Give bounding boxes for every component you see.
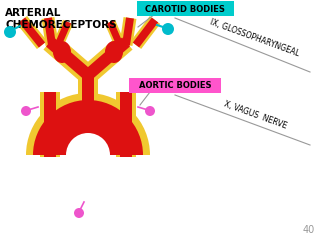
Circle shape (162, 23, 174, 35)
Polygon shape (122, 18, 134, 46)
Circle shape (145, 106, 155, 116)
Bar (40, 147, 60, 157)
Text: AORTIC BODIES: AORTIC BODIES (139, 82, 211, 90)
Circle shape (4, 26, 16, 38)
Circle shape (74, 208, 84, 218)
Bar (116, 147, 136, 157)
Ellipse shape (105, 41, 123, 63)
Polygon shape (44, 92, 56, 155)
Polygon shape (19, 18, 45, 48)
Wedge shape (26, 93, 150, 155)
Text: ARTERIAL
CHEMORECEPTORS: ARTERIAL CHEMORECEPTORS (5, 8, 116, 30)
Ellipse shape (53, 41, 71, 63)
Bar (44, 147, 56, 157)
Polygon shape (107, 21, 123, 46)
Polygon shape (105, 20, 125, 47)
Polygon shape (116, 92, 136, 155)
Polygon shape (131, 16, 160, 49)
Bar (120, 147, 132, 157)
Polygon shape (82, 72, 94, 105)
Text: IX, GLOSSOPHARYNGEAL: IX, GLOSSOPHARYNGEAL (209, 18, 301, 58)
Polygon shape (120, 92, 132, 155)
Polygon shape (78, 72, 98, 105)
Wedge shape (33, 100, 143, 155)
Text: X, VAGUS  NERVE: X, VAGUS NERVE (222, 99, 288, 131)
Polygon shape (82, 35, 132, 83)
Polygon shape (17, 16, 47, 49)
Polygon shape (84, 37, 130, 79)
Polygon shape (44, 18, 56, 46)
Polygon shape (42, 17, 59, 46)
FancyBboxPatch shape (129, 78, 221, 93)
Polygon shape (53, 20, 73, 47)
Text: 40: 40 (303, 225, 315, 235)
Polygon shape (120, 17, 136, 46)
Polygon shape (44, 35, 94, 83)
Polygon shape (40, 92, 60, 155)
Circle shape (21, 106, 31, 116)
Polygon shape (55, 21, 71, 46)
Polygon shape (46, 37, 92, 79)
FancyBboxPatch shape (137, 1, 234, 16)
Polygon shape (133, 18, 158, 48)
Text: CAROTID BODIES: CAROTID BODIES (145, 5, 225, 13)
